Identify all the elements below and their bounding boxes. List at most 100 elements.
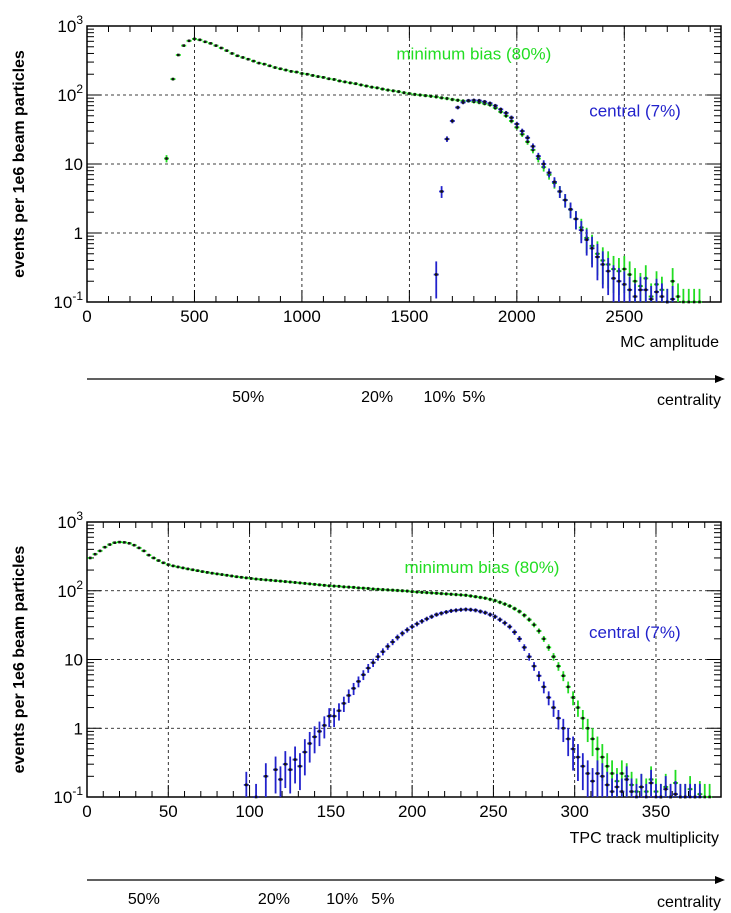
data-marker	[566, 737, 570, 741]
data-marker	[563, 198, 567, 202]
data-marker	[531, 145, 535, 148]
data-marker	[303, 750, 307, 754]
data-marker	[581, 716, 585, 720]
x-tick-label: 1000	[283, 307, 321, 326]
data-marker	[352, 586, 355, 589]
data-marker	[88, 556, 92, 560]
data-marker	[580, 228, 583, 232]
data-marker	[108, 543, 112, 546]
data-marker	[655, 290, 658, 294]
data-marker	[644, 795, 648, 799]
x-tick-label: 300	[561, 802, 589, 821]
data-marker	[257, 61, 261, 65]
data-marker	[386, 588, 390, 592]
data-marker	[532, 664, 536, 668]
data-marker	[451, 119, 454, 123]
x-tick-label: 250	[479, 802, 507, 821]
x-tick-label: 2000	[498, 307, 536, 326]
data-marker	[449, 609, 453, 613]
data-marker	[628, 273, 631, 276]
data-marker	[376, 587, 380, 591]
data-marker	[479, 610, 482, 613]
data-marker	[391, 89, 395, 93]
data-marker	[284, 580, 287, 583]
centrality-tick-label: 20%	[258, 891, 290, 908]
data-marker	[454, 608, 458, 612]
data-marker	[354, 82, 357, 85]
series-annotation: minimum bias (80%)	[396, 44, 551, 63]
data-marker	[660, 295, 664, 298]
data-marker	[298, 581, 302, 585]
data-marker	[532, 623, 536, 627]
data-marker	[557, 716, 560, 720]
data-marker	[157, 559, 160, 562]
data-marker	[401, 589, 404, 593]
data-marker	[295, 70, 298, 74]
data-marker	[494, 106, 497, 110]
data-marker	[477, 99, 481, 102]
data-marker	[327, 77, 331, 81]
data-marker	[542, 685, 546, 689]
data-marker	[440, 592, 443, 595]
data-marker	[201, 570, 204, 573]
data-marker	[210, 571, 214, 575]
data-marker	[162, 561, 165, 565]
data-marker	[230, 52, 234, 55]
data-marker	[332, 78, 336, 81]
data-marker	[499, 108, 503, 111]
y-axis-label: events per 1e6 beam particles	[11, 50, 28, 278]
data-marker	[435, 613, 438, 616]
data-marker	[526, 140, 529, 144]
data-marker	[459, 608, 463, 612]
data-marker	[303, 582, 307, 585]
data-marker	[445, 97, 449, 100]
data-marker	[654, 795, 658, 799]
data-marker	[601, 263, 605, 266]
data-marker	[236, 54, 239, 58]
data-marker	[132, 543, 136, 547]
data-marker	[142, 549, 146, 553]
data-marker	[420, 619, 424, 623]
series-annotation: central (7%)	[589, 101, 681, 120]
data-marker	[664, 787, 668, 791]
data-marker	[118, 540, 121, 544]
y-tick-label: 10	[64, 155, 83, 174]
data-marker	[408, 92, 411, 95]
data-marker	[342, 702, 346, 705]
data-marker	[620, 790, 624, 793]
data-marker	[308, 742, 312, 745]
data-marker	[386, 645, 390, 648]
x-tick-label: 200	[398, 802, 426, 821]
data-marker	[622, 267, 626, 271]
data-marker	[225, 573, 229, 577]
data-marker	[203, 40, 207, 44]
data-marker	[698, 795, 702, 799]
data-marker	[522, 646, 526, 649]
data-marker	[698, 300, 701, 304]
data-marker	[332, 584, 336, 588]
data-marker	[669, 795, 672, 799]
data-marker	[576, 755, 580, 759]
data-marker	[483, 100, 486, 103]
data-marker	[376, 655, 380, 658]
data-marker	[469, 608, 472, 612]
data-marker	[692, 300, 696, 304]
data-marker	[464, 608, 468, 611]
data-marker	[542, 162, 545, 166]
y-tick-label: 1	[74, 719, 83, 738]
data-marker	[488, 101, 492, 105]
data-marker	[410, 625, 414, 628]
data-marker	[434, 95, 438, 99]
data-marker	[311, 74, 314, 77]
data-marker	[515, 126, 519, 129]
data-marker	[264, 775, 268, 778]
data-marker	[254, 577, 258, 581]
data-marker	[574, 217, 578, 221]
plot-frame	[86, 25, 722, 303]
x-tick-label: 0	[82, 802, 91, 821]
data-marker	[264, 578, 268, 582]
data-marker	[401, 632, 404, 635]
centrality-tick-label: 5%	[371, 891, 394, 908]
data-marker	[323, 724, 326, 727]
data-marker	[279, 67, 282, 71]
